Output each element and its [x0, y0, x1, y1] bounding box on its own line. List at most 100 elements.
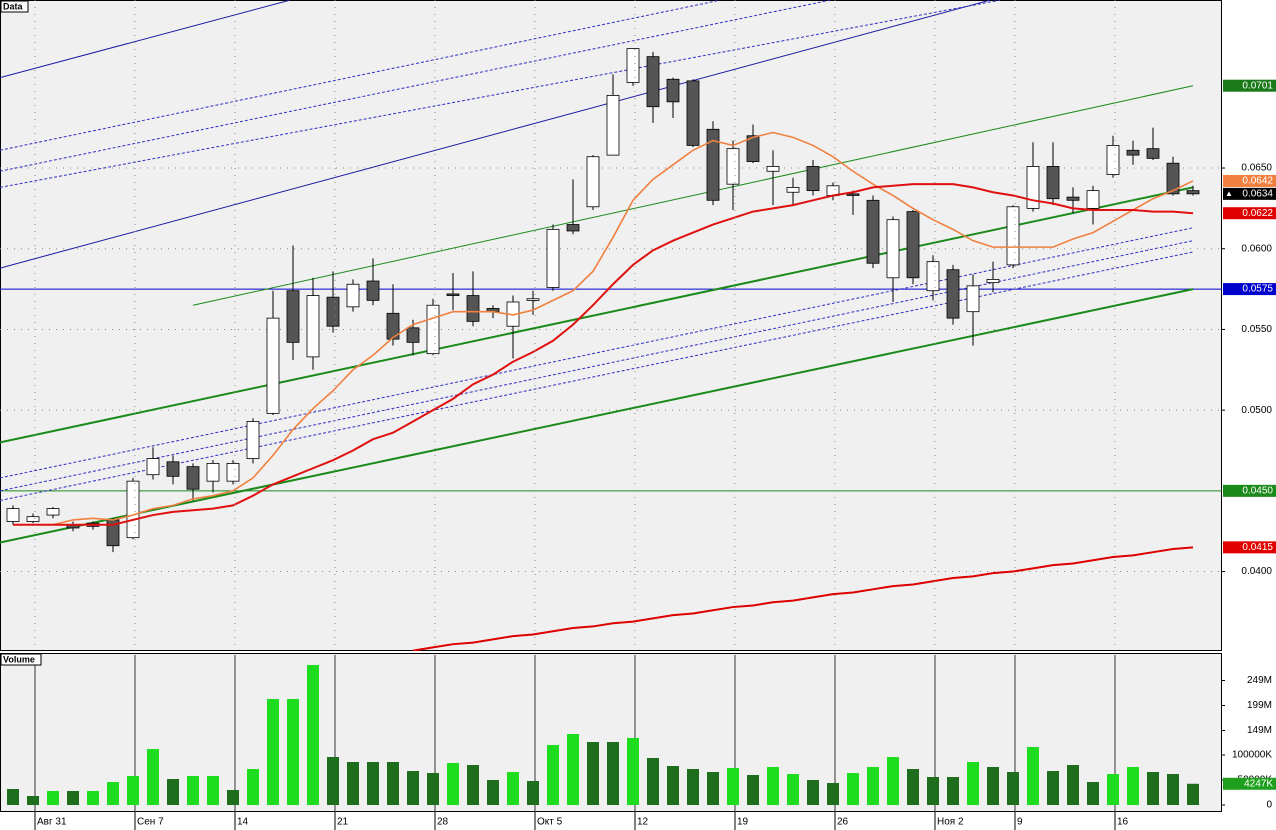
price-marker-label: 0.0450 — [1242, 485, 1273, 496]
candle-body — [46, 508, 60, 516]
candle-body — [326, 296, 340, 327]
candle-body — [206, 463, 220, 482]
candle-body — [6, 508, 20, 522]
volume-bar — [727, 768, 739, 805]
volume-bar — [1107, 774, 1119, 805]
volume-bar — [87, 791, 99, 805]
volume-bar — [967, 762, 979, 805]
volume-bar — [787, 774, 799, 805]
price-marker — [1223, 283, 1276, 296]
price-marker — [1223, 484, 1276, 497]
candle-body — [866, 199, 880, 264]
volume-bar — [287, 699, 299, 805]
candle-body — [366, 280, 380, 301]
volume-bar — [867, 767, 879, 805]
candle-body — [286, 290, 300, 343]
x-tick-label: 14 — [237, 817, 249, 828]
moving-average — [13, 183, 1194, 526]
trend-line — [192, 85, 1194, 306]
trend-line — [0, 0, 1001, 188]
price-marker — [1223, 541, 1276, 554]
volume-bar — [767, 767, 779, 805]
volume-bar — [467, 765, 479, 805]
price-marker-label: 0.0575 — [1242, 284, 1273, 295]
volume-bar — [327, 757, 339, 805]
candle-body — [186, 466, 200, 490]
marker-icon: ▲ — [1225, 189, 1233, 198]
candle-body — [626, 48, 640, 83]
volume-bar — [687, 769, 699, 805]
volume-bar — [587, 742, 599, 805]
candle-body — [846, 193, 860, 196]
trend-line — [0, 186, 1194, 444]
x-tick-label: Ноя 2 — [937, 817, 964, 828]
volume-bar — [127, 776, 139, 805]
volume-bar — [407, 771, 419, 805]
x-tick-label: Сен 7 — [137, 817, 164, 828]
volume-bar — [187, 776, 199, 805]
y-tick-label: 149M — [1247, 725, 1272, 736]
price-marker-label: 0.0634 — [1242, 188, 1273, 199]
volume-bar — [607, 742, 619, 805]
x-tick-label: 28 — [437, 817, 449, 828]
candle-body — [1166, 162, 1180, 195]
candle-body — [786, 186, 800, 193]
volume-bar — [427, 773, 439, 805]
candle-body — [586, 156, 600, 208]
axes: 0.0400 0.0500 0.0550 0.0600 0.0650 0.0701 0.06… — [34, 79, 1276, 830]
trend-line — [0, 0, 721, 151]
candle-body — [446, 293, 460, 296]
price-plot — [0, 0, 1222, 651]
candle-body — [146, 458, 160, 476]
candle-body — [426, 304, 440, 355]
candle-body — [546, 228, 560, 288]
volume-bar — [27, 796, 39, 805]
trend-line — [0, 288, 1194, 544]
candle-body — [466, 295, 480, 322]
trend-line — [0, 0, 991, 269]
y-tick-label: 0.0400 — [1241, 566, 1272, 577]
candle-body — [406, 327, 420, 343]
volume-bar — [387, 762, 399, 805]
volume-bar — [647, 758, 659, 805]
candle-body — [526, 298, 540, 301]
volume-bar — [67, 791, 79, 805]
trend-line — [0, 251, 1194, 502]
y-tick-label: 199M — [1247, 700, 1272, 711]
candle-body — [746, 135, 760, 162]
x-tick-label: 21 — [337, 817, 349, 828]
volume-bar — [347, 762, 359, 805]
volume-bar — [367, 762, 379, 805]
y-tick-label: 0.0650 — [1241, 163, 1272, 174]
candle-body — [946, 269, 960, 319]
price-marker — [1223, 79, 1276, 92]
candle-body — [1046, 166, 1060, 200]
price-marker — [1223, 187, 1276, 200]
x-tick-label: 12 — [637, 817, 649, 828]
volume-bar — [907, 769, 919, 805]
volume-bar — [947, 777, 959, 805]
volume-bar — [147, 749, 159, 805]
candle-body — [706, 128, 720, 201]
candle-body — [306, 295, 320, 358]
chart-title: Data — [3, 1, 24, 11]
volume-bar — [107, 782, 119, 805]
candle-body — [906, 211, 920, 279]
x-tick-label: 16 — [1117, 817, 1129, 828]
candle-body — [886, 219, 900, 279]
candle-body — [926, 261, 940, 292]
candle-body — [766, 166, 780, 172]
volume-bar — [447, 763, 459, 805]
volume-bar — [1167, 774, 1179, 805]
candle-body — [686, 80, 700, 146]
y-tick-label: 0.0500 — [1241, 405, 1272, 416]
volume-bar — [547, 745, 559, 805]
moving-average — [412, 546, 1194, 651]
candle-body — [1026, 166, 1040, 209]
price-marker — [1223, 777, 1276, 790]
candle-body — [166, 461, 180, 477]
moving-average — [13, 131, 1194, 526]
candle-body — [646, 56, 660, 108]
title-box — [0, 653, 42, 666]
